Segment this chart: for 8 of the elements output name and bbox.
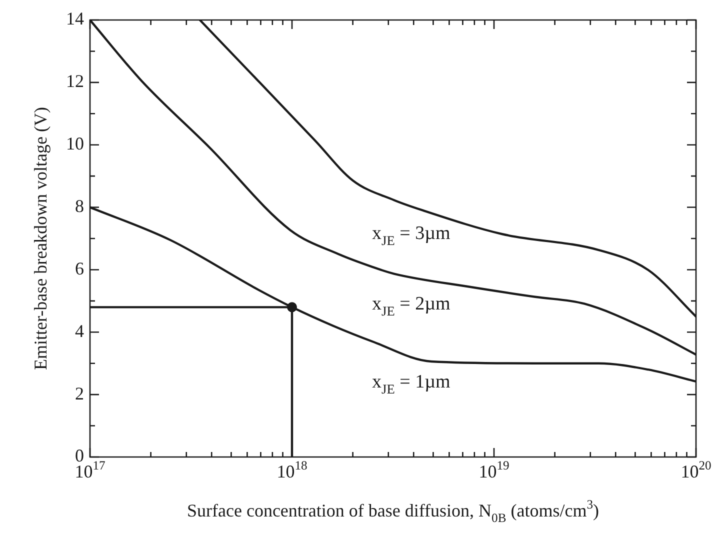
y-tick-label: 12: [66, 71, 84, 92]
y-tick-label: 6: [75, 258, 84, 278]
y-axis-title: Emitter-base breakdown voltage (V): [30, 106, 51, 370]
y-tick-label: 10: [66, 134, 84, 154]
y-tick-label: 8: [75, 196, 84, 216]
y-tick-label: 14: [66, 8, 84, 29]
y-tick-label: 4: [75, 320, 84, 341]
y-tick-label: 2: [75, 383, 84, 404]
